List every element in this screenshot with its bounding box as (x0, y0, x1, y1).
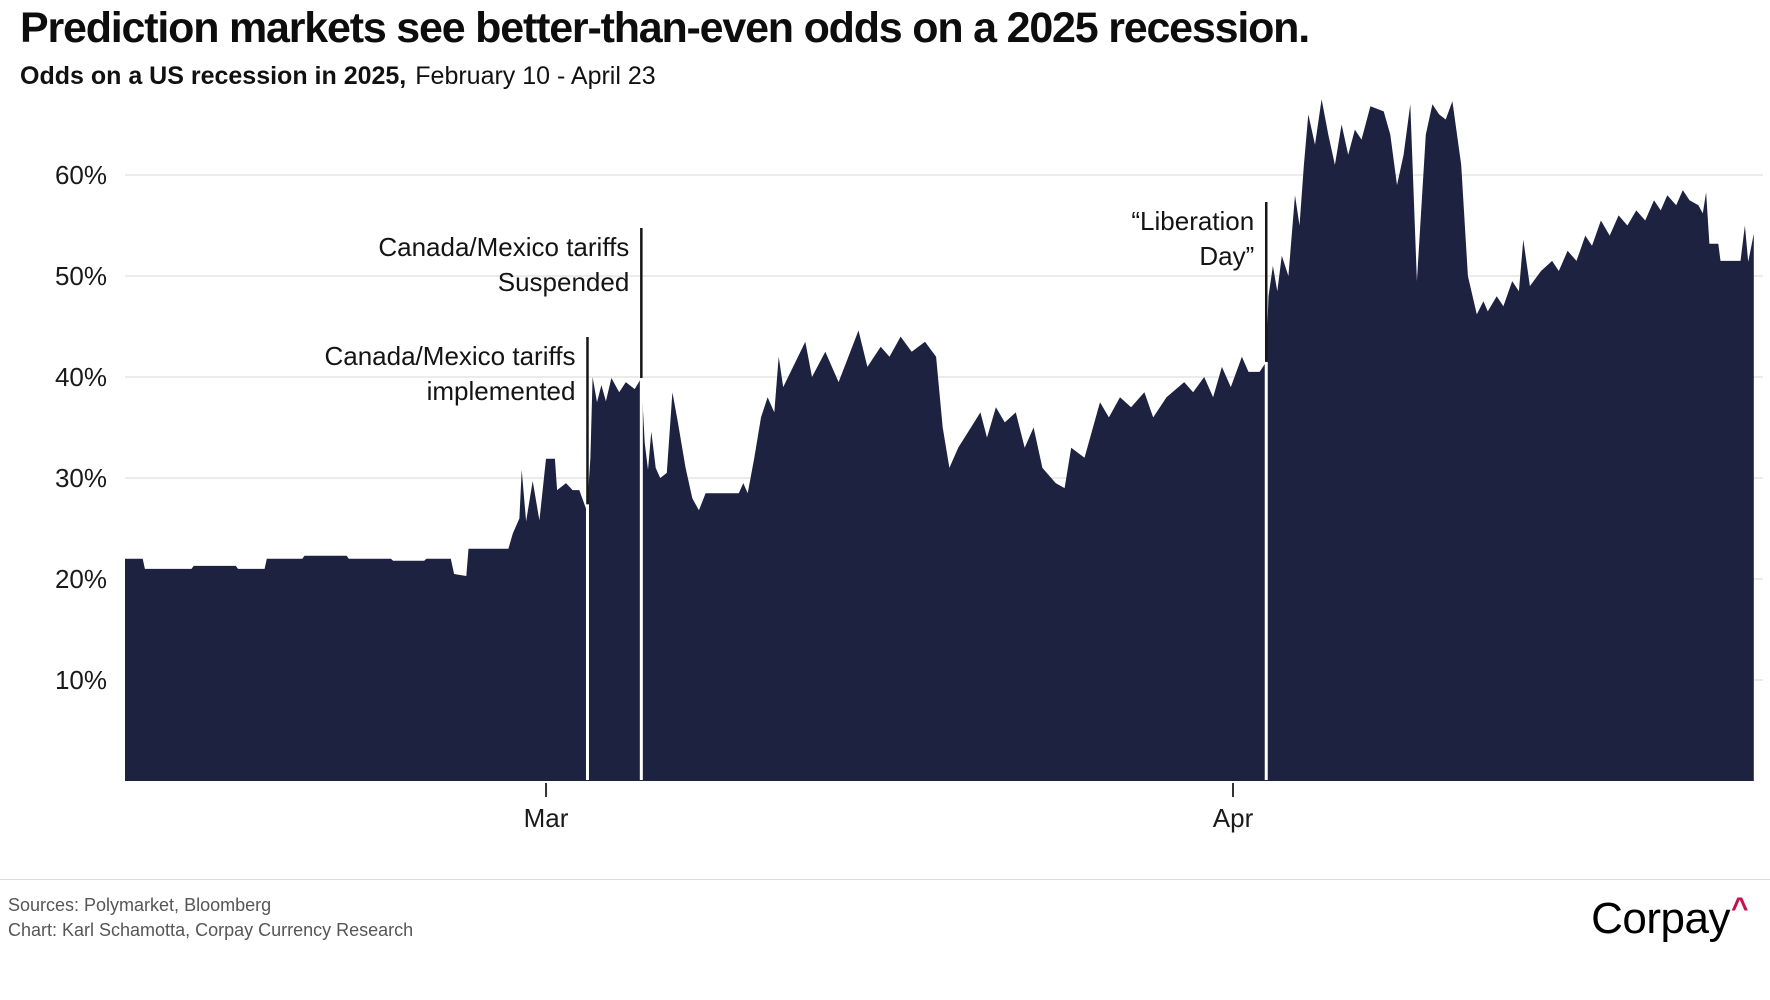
annotation-label-tariffs-implemented-line2: implemented (427, 376, 576, 406)
recession-odds-area-chart: 10% 20% 30% 40% 50% 60% Canada/Mexico tariffs i… (55, 99, 1763, 833)
corpay-logo: Corpay^ (1591, 892, 1748, 944)
y-axis-label-10: 10% (55, 665, 107, 695)
y-axis-label-20: 20% (55, 564, 107, 594)
annotation-label-liberation-day-line1: “Liberation (1131, 206, 1254, 236)
y-axis-label-30: 30% (55, 463, 107, 493)
annotation-label-tariffs-suspended-line2: Suspended (498, 267, 630, 297)
subtitle-date-range: February 10 - April 23 (415, 62, 656, 90)
page-title: Prediction markets see better-than-even … (20, 4, 1310, 52)
chart-subtitle: Odds on a US recession in 2025, February … (20, 62, 656, 91)
y-axis-label-50: 50% (55, 261, 107, 291)
subtitle-bold-text: Odds on a US recession in 2025, (20, 62, 407, 90)
annotation-label-tariffs-implemented-line1: Canada/Mexico tariffs (324, 341, 575, 371)
recession-odds-area-series (125, 99, 1754, 782)
source-credits: Sources: Polymarket, Bloomberg Chart: Ka… (8, 893, 413, 943)
annotation-label-tariffs-suspended-line1: Canada/Mexico tariffs (378, 232, 629, 262)
x-axis-label-Mar: Mar (524, 803, 569, 833)
chart-credit-line: Chart: Karl Schamotta, Corpay Currency R… (8, 920, 414, 940)
footer-divider (0, 879, 1770, 880)
corpay-wordmark: Corpay (1591, 894, 1730, 943)
y-axis-label-60: 60% (55, 160, 107, 190)
annotation-label-liberation-day-line2: Day” (1199, 241, 1254, 271)
x-axis-label-Apr: Apr (1213, 803, 1254, 833)
corpay-caret-icon: ^ (1730, 892, 1749, 925)
sources-line: Sources: Polymarket, Bloomberg (8, 895, 272, 915)
y-axis-label-40: 40% (55, 362, 107, 392)
